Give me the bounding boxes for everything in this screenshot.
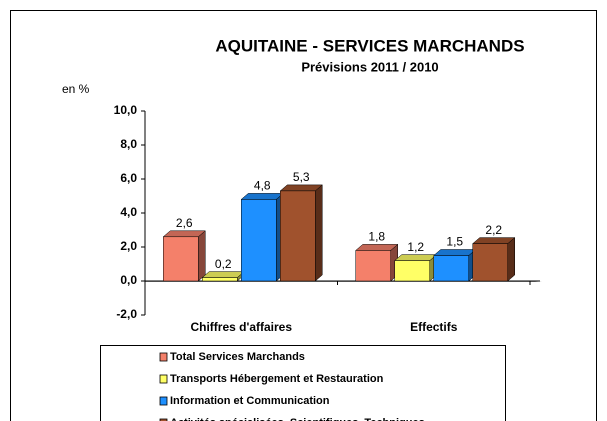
bar-side <box>198 230 206 282</box>
bar <box>241 199 277 282</box>
bar-side <box>315 184 323 282</box>
legend <box>100 345 506 421</box>
bar-top <box>240 193 284 200</box>
legend-swatch <box>159 418 168 421</box>
bar-top <box>394 254 438 261</box>
y-axis-label: en % <box>62 82 90 96</box>
chart-title: AQUITAINE - SERVICES MARCHANDS <box>215 36 524 55</box>
bar-top <box>433 249 477 256</box>
bar-top <box>162 230 206 238</box>
y-tick-label: 0,0 <box>120 273 137 287</box>
bar-top <box>279 184 323 192</box>
legend-swatch <box>159 396 168 406</box>
legend-label: Total Services Marchands <box>170 351 305 363</box>
bar <box>355 250 391 282</box>
value-label: 1,5 <box>446 235 463 249</box>
legend-label: Information et Communication <box>170 395 330 407</box>
legend-label: Activités spécialisées, Scientifiques, T… <box>170 417 425 421</box>
y-tick-label: 2,0 <box>120 239 137 253</box>
value-label: 4,8 <box>254 179 271 193</box>
y-tick-label: 8,0 <box>120 137 137 151</box>
bar <box>163 236 199 282</box>
value-label: 1,2 <box>407 240 424 254</box>
y-tick-label: 4,0 <box>120 205 137 219</box>
bar-side <box>507 237 515 282</box>
bar <box>280 190 316 282</box>
value-label: 2,6 <box>176 216 193 230</box>
legend-label: Transports Hébergement et Restauration <box>170 373 384 385</box>
y-tick-label: 10,0 <box>114 103 138 117</box>
y-tick-label: 6,0 <box>120 171 137 185</box>
bar-top <box>201 271 245 278</box>
bar-top <box>355 244 399 251</box>
bar <box>433 255 469 282</box>
y-tick-label: -2,0 <box>116 307 137 321</box>
value-label: 2,2 <box>485 223 502 237</box>
bar <box>394 260 430 282</box>
value-label: 1,8 <box>368 230 385 244</box>
bar <box>202 277 238 282</box>
chart-subtitle: Prévisions 2011 / 2010 <box>301 59 438 74</box>
x-tick-label: Effectifs <box>410 320 458 334</box>
value-label: 0,2 <box>215 257 232 271</box>
bar-top <box>472 237 516 244</box>
legend-swatch <box>159 374 168 384</box>
value-label: 5,3 <box>293 170 310 184</box>
legend-swatch <box>159 352 168 362</box>
x-tick-label: Chiffres d'affaires <box>190 320 292 334</box>
bar <box>472 243 508 282</box>
